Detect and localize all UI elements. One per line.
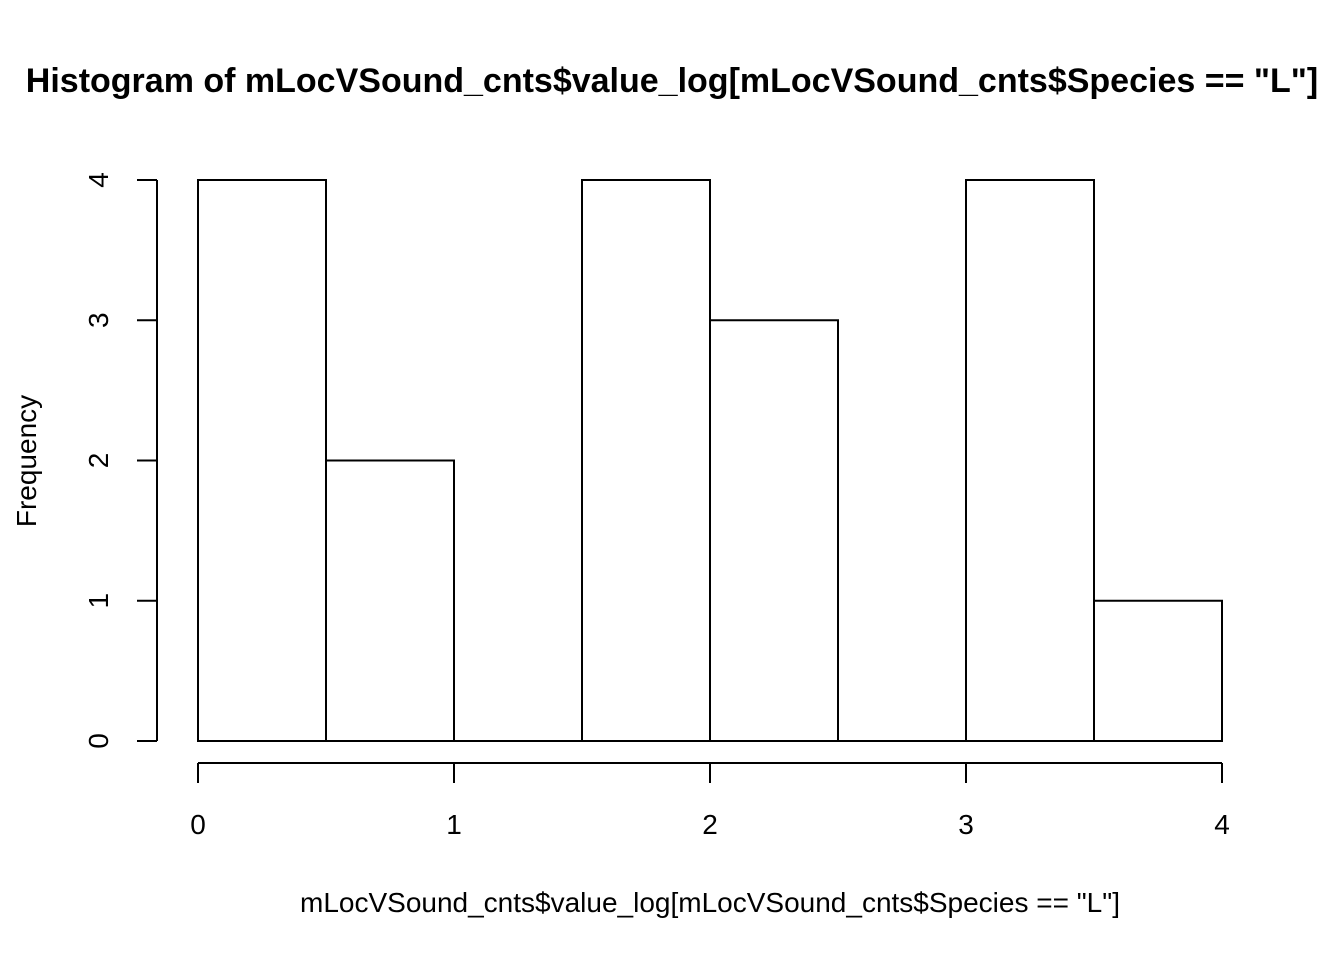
y-axis-label: Frequency [11, 395, 42, 527]
x-axis: 0 1 2 3 4 [190, 762, 1230, 840]
histogram-bar-4 [709, 319, 839, 742]
x-tick-label-3: 3 [958, 809, 974, 840]
y-axis: 0 1 2 3 4 [83, 172, 158, 749]
x-tick-label-0: 0 [190, 809, 206, 840]
histogram-bar-7 [1093, 599, 1223, 742]
histogram-bar-3 [581, 179, 711, 742]
histogram-bar-0 [197, 179, 327, 742]
y-tick-label-4: 4 [83, 172, 114, 188]
y-tick-label-2: 2 [83, 453, 114, 469]
x-tick-label-4: 4 [1214, 809, 1230, 840]
x-tick-label-1: 1 [446, 809, 462, 840]
x-axis-label: mLocVSound_cnts$value_log[mLocVSound_cnt… [300, 887, 1120, 918]
histogram-bars [197, 179, 1223, 742]
chart-title: Histogram of mLocVSound_cnts$value_log[m… [26, 62, 1318, 100]
y-tick-label-1: 1 [83, 593, 114, 609]
y-tick-label-3: 3 [83, 312, 114, 328]
histogram-bar-1 [325, 459, 455, 742]
histogram-bar-6 [965, 179, 1095, 742]
x-tick-label-2: 2 [702, 809, 718, 840]
y-tick-label-0: 0 [83, 733, 114, 749]
